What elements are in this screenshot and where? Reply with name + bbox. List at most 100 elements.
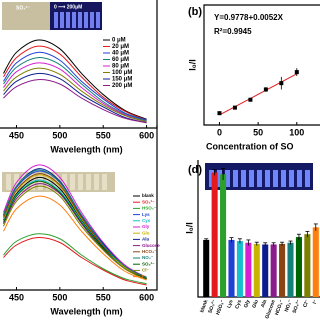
legend-label: Cl⁻ [142, 268, 150, 273]
legend-label: I⁻ [142, 274, 146, 279]
bar [203, 239, 210, 297]
bar [253, 243, 260, 297]
spectrum-line [3, 164, 147, 278]
data-point [217, 111, 222, 116]
inset-label: SO₃²⁻ [16, 5, 30, 11]
bar [228, 239, 235, 297]
spectrum-line [3, 62, 147, 123]
inset-photo-a [2, 2, 102, 30]
spectrum-line [3, 183, 147, 280]
x-tick-label: Lys [226, 299, 235, 309]
x-tick-label: 550 [96, 130, 111, 140]
spectrum-line [3, 51, 147, 121]
data-point [232, 105, 237, 110]
axis-frame [203, 4, 320, 126]
bar [270, 244, 277, 297]
x-tick-label: HCO₃⁻ [274, 299, 285, 316]
legend-label: 150 μM [112, 77, 132, 83]
x-tick-label: 500 [52, 292, 67, 302]
spectrum-line [3, 195, 147, 281]
bar [245, 242, 252, 297]
spectrum-line [3, 180, 147, 280]
legend-label: blank [142, 193, 154, 198]
r-squared: R²=0.9945 [214, 27, 252, 36]
x-tick-label: 550 [96, 292, 111, 302]
x-tick-label: SO₄²⁻ [292, 299, 303, 314]
x-tick-label: blank [199, 299, 209, 314]
spectrum-line [3, 67, 147, 123]
x-tick-label: SO₃²⁻ [207, 299, 217, 314]
legend-label: Ala [142, 237, 150, 242]
bar [236, 241, 243, 297]
x-tick-label: Glu [251, 299, 259, 309]
spectrum-line [3, 79, 147, 124]
spectrum-line [3, 72, 147, 124]
x-axis-label: Wavelength (nm) [50, 144, 122, 154]
legend-label: 200 μM [112, 83, 132, 89]
fit-line [219, 73, 298, 116]
data-point [279, 81, 284, 86]
x-tick-label: Cys [234, 299, 243, 310]
spectrum-line [3, 169, 147, 278]
bar [279, 243, 286, 297]
legend-label: Cys [142, 218, 151, 223]
plot-area [3, 164, 147, 286]
spectrum-line [3, 179, 147, 280]
legend-label: 40 μM [112, 51, 129, 57]
axis-frame [0, 125, 158, 291]
legend-label: 100 μM [112, 70, 132, 76]
x-tick-label: HSO₃⁻ [215, 299, 226, 316]
panel-label: (d) [188, 164, 202, 176]
bar [211, 172, 218, 297]
legend-label: 0 μM [112, 38, 126, 44]
spectrum-line [3, 233, 147, 285]
bar [287, 242, 294, 297]
bar [304, 234, 311, 297]
x-axis-label: Wavelength (nm) [50, 306, 122, 316]
data-point [263, 87, 268, 92]
y-axis-label: I₀/I [184, 222, 194, 234]
bar [295, 237, 302, 297]
spectrum-line [3, 236, 147, 286]
inset-label: 0 ⟶ 200μM [54, 4, 82, 10]
legend-label: Glucose [142, 243, 160, 248]
legend-label: Gly [142, 224, 150, 229]
x-tick-label: 600 [139, 292, 154, 302]
panel-label: (b) [188, 6, 202, 18]
x-tick-label: 450 [9, 130, 24, 140]
spectrum-line [3, 45, 147, 121]
x-tick-label: Cl⁻ [302, 299, 310, 309]
x-tick-label: Gly [243, 299, 251, 309]
legend-label: Lys [142, 212, 150, 217]
x-tick-label: 0 [217, 127, 222, 137]
x-tick-label: NO₃⁻ [284, 299, 294, 313]
x-tick-label: 500 [52, 130, 67, 140]
x-tick-label: Ala [260, 299, 268, 309]
data-point [248, 97, 253, 102]
x-axis-label: Concentration of SO [206, 141, 294, 151]
plot-area [3, 39, 147, 124]
legend-label: 80 μM [112, 64, 129, 70]
legend-label: HCO₃⁻ [142, 249, 157, 254]
data-point [294, 70, 299, 75]
x-tick-label: I⁻ [312, 299, 319, 305]
spectrum-line [3, 39, 147, 120]
bar [220, 174, 227, 297]
equation: Y=0.9778+0.0052X [214, 13, 284, 22]
x-tick-label: 50 [253, 127, 263, 137]
bar [312, 227, 319, 297]
spectrum-line [3, 174, 147, 280]
legend-label: 60 μM [112, 57, 129, 63]
x-tick-label: 600 [139, 130, 154, 140]
bar [262, 244, 269, 297]
y-axis-label: I₀/I [187, 59, 197, 71]
x-tick-label: 100 [289, 127, 304, 137]
x-tick-label: 450 [9, 292, 24, 302]
legend-label: Glu [142, 230, 150, 235]
spectrum-line [3, 185, 147, 281]
legend-label: 20 μM [112, 44, 129, 50]
legend-label: SO₃²⁻ [142, 199, 155, 204]
legend-label: HSO₃⁻ [142, 206, 157, 211]
